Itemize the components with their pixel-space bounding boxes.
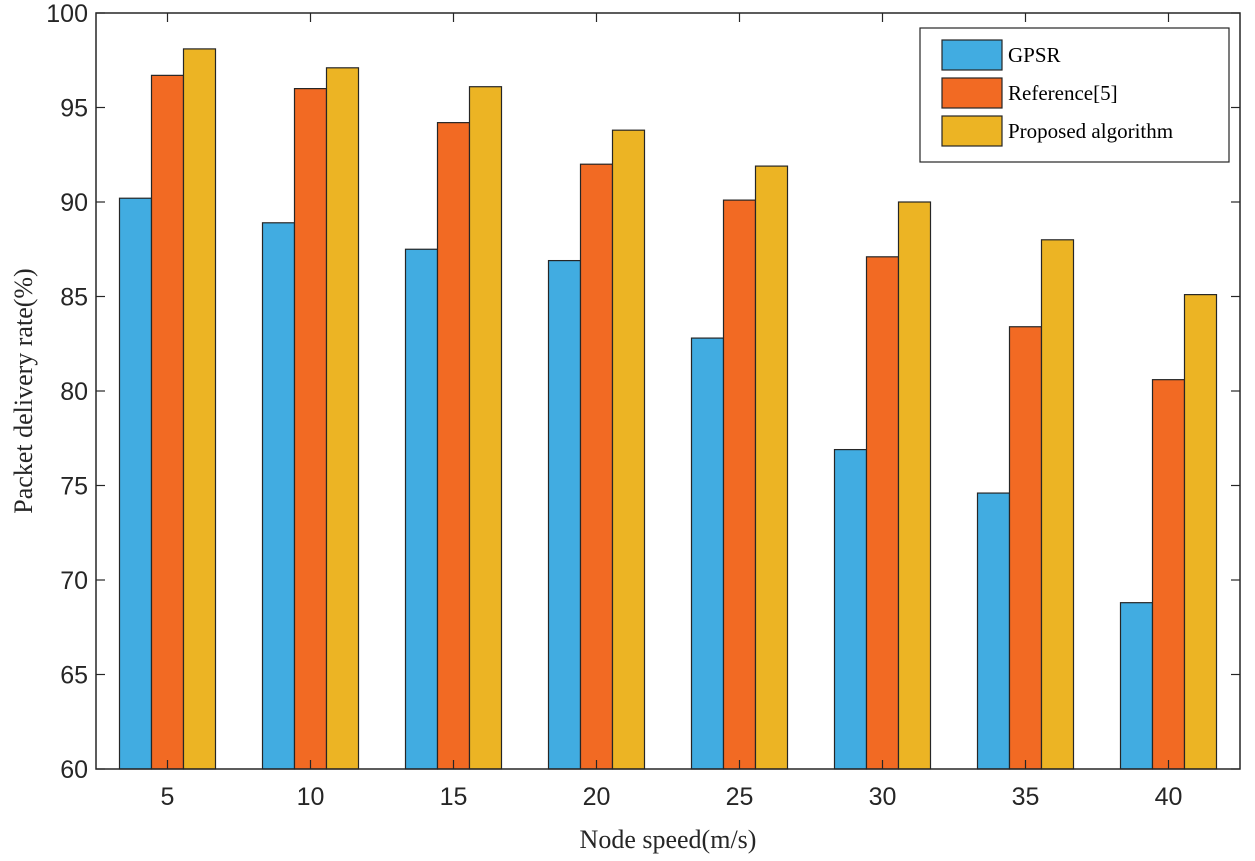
bar-reference-5-10 — [293, 87, 328, 770]
y-tick-label: 85 — [60, 284, 88, 312]
bar-proposed-algorithm-25 — [754, 165, 789, 770]
y-axis-ticks: 60 65 70 75 80 85 90 95 100 — [46, 0, 1240, 784]
bar-gpsr-15 — [404, 248, 439, 770]
bar-proposed-algorithm-15 — [468, 86, 503, 770]
bar-gpsr-20 — [547, 259, 582, 770]
bar-gpsr-10 — [261, 222, 296, 770]
bar-reference-5-25 — [722, 199, 757, 770]
legend-label: Reference[5] — [1008, 81, 1118, 105]
x-tick-label: 25 — [726, 783, 754, 811]
y-tick-label: 70 — [60, 567, 88, 595]
bar-reference-5-40 — [1151, 379, 1186, 770]
x-tick-label: 30 — [869, 783, 897, 811]
legend-swatch — [941, 39, 1003, 71]
legend-label: Proposed algorithm — [1008, 119, 1173, 143]
bar-proposed-algorithm-40 — [1183, 294, 1218, 770]
y-tick-label: 65 — [60, 662, 88, 690]
y-tick-label: 90 — [60, 189, 88, 217]
x-tick-label: 40 — [1155, 783, 1183, 811]
x-tick-label: 20 — [583, 783, 611, 811]
legend: GPSR Reference[5] Proposed algorithm — [919, 27, 1230, 163]
bar-gpsr-40 — [1119, 602, 1154, 770]
y-tick-label: 60 — [60, 756, 88, 784]
x-tick-label: 5 — [161, 783, 175, 811]
bar-reference-5-30 — [865, 256, 900, 770]
legend-swatch — [941, 77, 1003, 109]
bar-reference-5-20 — [579, 163, 614, 770]
x-tick-label: 10 — [297, 783, 325, 811]
bar-reference-5-5 — [150, 74, 185, 770]
x-axis-ticks: 5 10 15 20 25 30 35 40 — [161, 13, 1183, 811]
legend-label: GPSR — [1008, 43, 1061, 67]
y-tick-label: 95 — [60, 95, 88, 123]
bar-proposed-algorithm-30 — [897, 201, 932, 770]
y-axis-title: Packet delivery rate(%) — [9, 268, 38, 513]
bar-proposed-algorithm-5 — [182, 48, 217, 770]
legend-swatch — [941, 115, 1003, 147]
y-tick-label: 80 — [60, 378, 88, 406]
bars-group — [118, 48, 1218, 770]
bar-reference-5-35 — [1008, 326, 1043, 770]
bar-proposed-algorithm-20 — [611, 129, 646, 770]
bar-gpsr-25 — [690, 337, 725, 770]
y-tick-label: 75 — [60, 473, 88, 501]
bar-gpsr-5 — [118, 197, 153, 770]
x-tick-label: 15 — [440, 783, 468, 811]
bar-gpsr-30 — [833, 448, 868, 770]
bar-gpsr-35 — [976, 492, 1011, 770]
bar-reference-5-15 — [436, 122, 471, 770]
bar-proposed-algorithm-35 — [1040, 239, 1075, 770]
x-axis-title: Node speed(m/s) — [580, 825, 757, 854]
x-tick-label: 35 — [1012, 783, 1040, 811]
y-tick-label: 100 — [46, 0, 88, 28]
bar-proposed-algorithm-10 — [325, 67, 360, 770]
